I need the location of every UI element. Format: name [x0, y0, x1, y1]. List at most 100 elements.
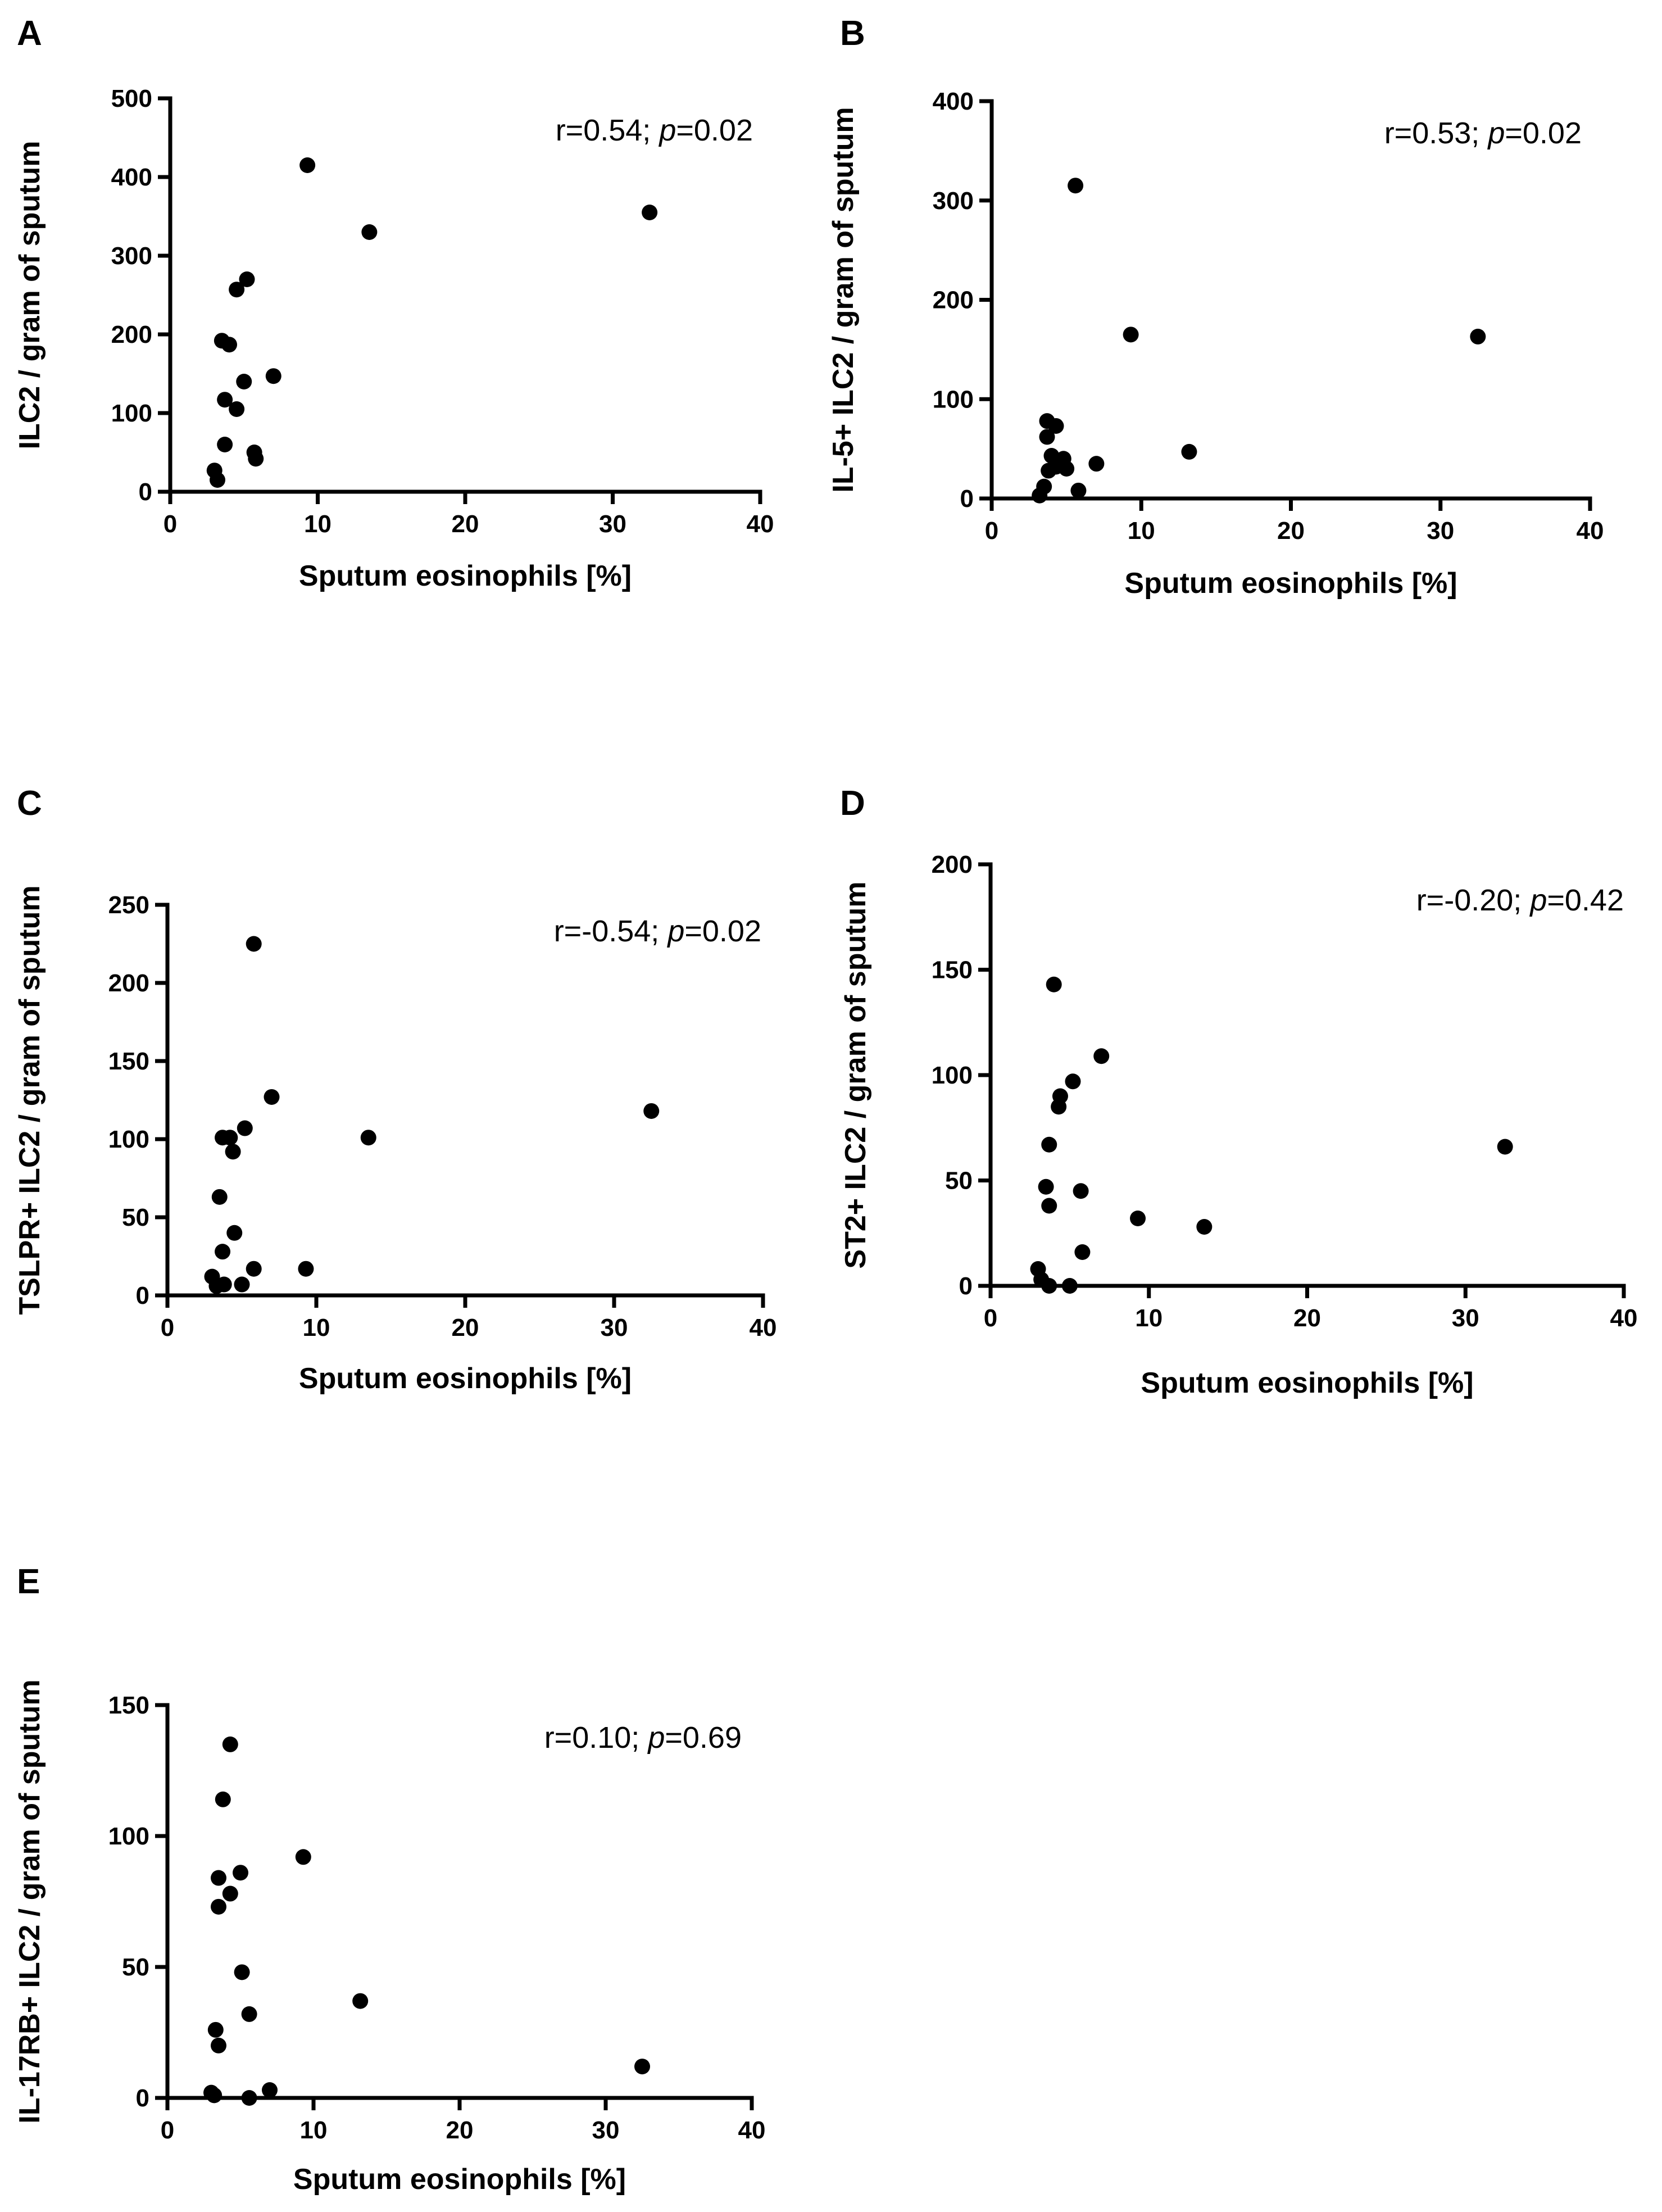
- data-point: [1038, 1178, 1054, 1195]
- correlation-p-label: p: [647, 1721, 665, 1755]
- y-axis-title: IL-17RB+ ILC2 / gram of sputum: [13, 1679, 46, 2123]
- data-point: [234, 1276, 250, 1293]
- data-point: [1039, 429, 1055, 445]
- data-point: [1059, 460, 1075, 477]
- data-point: [221, 337, 237, 353]
- data-point: [215, 1244, 231, 1260]
- data-point: [1032, 487, 1048, 504]
- data-point: [634, 2059, 650, 2075]
- y-tick-label: 50: [122, 1953, 149, 1981]
- data-point: [1073, 1183, 1089, 1199]
- data-point: [1041, 1278, 1057, 1294]
- y-tick-label: 500: [111, 85, 152, 112]
- data-point: [1181, 443, 1197, 460]
- data-point: [241, 2006, 257, 2022]
- x-tick-label: 40: [747, 510, 774, 538]
- x-tick-label: 40: [750, 1314, 777, 1341]
- data-point: [295, 1849, 311, 1865]
- data-point: [246, 1261, 262, 1277]
- data-point: [1068, 178, 1084, 194]
- data-point: [222, 1736, 238, 1752]
- panel-letter: D: [840, 784, 865, 823]
- y-tick-label: 250: [108, 891, 149, 919]
- x-tick-label: 20: [452, 510, 479, 538]
- data-point: [246, 936, 262, 952]
- data-point: [298, 1261, 314, 1277]
- data-point: [226, 1225, 243, 1241]
- y-tick-label: 200: [108, 969, 149, 997]
- data-point: [1074, 1244, 1091, 1260]
- data-point: [216, 1276, 232, 1293]
- x-tick-label: 10: [1135, 1304, 1163, 1332]
- data-point: [210, 472, 225, 488]
- data-point: [643, 1103, 660, 1119]
- panel-letter: A: [17, 14, 42, 53]
- data-point: [1061, 1278, 1078, 1294]
- x-tick-label: 10: [303, 1314, 330, 1341]
- correlation-r-text: r=0.53;: [1384, 116, 1488, 150]
- x-tick-label: 0: [161, 2116, 174, 2144]
- x-tick-label: 0: [985, 517, 998, 545]
- y-tick-label: 150: [108, 1048, 149, 1075]
- x-tick-label: 30: [599, 510, 626, 538]
- correlation-r-text: r=-0.20;: [1416, 883, 1531, 917]
- correlation-r-text: r=-0.54;: [554, 914, 668, 948]
- y-axis-title: ST2+ ILC2 / gram of sputum: [839, 881, 872, 1268]
- y-tick-label: 400: [933, 88, 974, 115]
- correlation-p-text: =0.02: [684, 914, 761, 948]
- data-point: [234, 1964, 250, 1980]
- data-point: [1130, 1211, 1146, 1226]
- x-tick-label: 20: [452, 1314, 479, 1341]
- y-tick-label: 0: [959, 1272, 973, 1300]
- x-tick-label: 0: [984, 1304, 997, 1332]
- y-tick-label: 200: [111, 321, 152, 348]
- y-tick-label: 100: [108, 1823, 149, 1850]
- y-axis-title: IL-5+ ILC2 / gram of sputum: [827, 107, 860, 492]
- data-point: [211, 2037, 226, 2054]
- data-point: [211, 1898, 226, 1915]
- data-point: [217, 437, 233, 452]
- data-point: [215, 1791, 231, 1807]
- correlation-annotation: r=-0.54; p=0.02: [554, 914, 761, 948]
- y-tick-label: 50: [945, 1167, 973, 1195]
- y-tick-label: 100: [111, 400, 152, 427]
- data-point: [1196, 1219, 1213, 1235]
- x-tick-label: 0: [161, 1314, 174, 1341]
- x-axis-title: Sputum eosinophils [%]: [299, 560, 632, 592]
- y-axis-title: TSLPR+ ILC2 / gram of sputum: [13, 885, 46, 1314]
- data-point: [1051, 1099, 1067, 1115]
- correlation-p-text: =0.69: [665, 1721, 742, 1755]
- data-point: [361, 224, 378, 240]
- y-tick-label: 200: [932, 851, 973, 878]
- data-point: [1070, 482, 1087, 498]
- correlation-p-label: p: [666, 914, 684, 948]
- x-tick-label: 40: [1577, 517, 1604, 545]
- data-point: [229, 282, 245, 298]
- x-tick-label: 0: [164, 510, 177, 538]
- data-point: [217, 392, 233, 408]
- correlation-r-text: r=0.10;: [544, 1721, 648, 1755]
- correlation-p-label: p: [1529, 883, 1547, 917]
- correlation-p-text: =0.02: [1505, 116, 1582, 150]
- correlation-r-text: r=0.54;: [556, 114, 660, 147]
- data-point: [1046, 976, 1062, 992]
- data-point: [1470, 328, 1486, 345]
- data-point: [211, 1870, 226, 1886]
- data-point: [1041, 463, 1057, 479]
- x-tick-label: 30: [592, 2116, 620, 2144]
- data-point: [237, 1120, 253, 1136]
- data-point: [229, 401, 245, 417]
- x-tick-label: 10: [304, 510, 332, 538]
- data-point: [241, 2090, 257, 2106]
- data-point: [222, 1885, 238, 1902]
- data-point: [265, 368, 281, 384]
- data-point: [1088, 456, 1105, 472]
- correlation-p-label: p: [658, 114, 676, 147]
- y-tick-label: 0: [136, 1282, 149, 1309]
- y-tick-label: 150: [108, 1692, 149, 1719]
- x-axis-title: Sputum eosinophils [%]: [1141, 1367, 1473, 1399]
- y-tick-label: 50: [122, 1204, 149, 1231]
- panel-c: C 0 10 20 30 40 0 50 100 150 200 250 Sputum eosinoph…: [13, 784, 776, 1395]
- x-tick-label: 20: [1293, 1304, 1321, 1332]
